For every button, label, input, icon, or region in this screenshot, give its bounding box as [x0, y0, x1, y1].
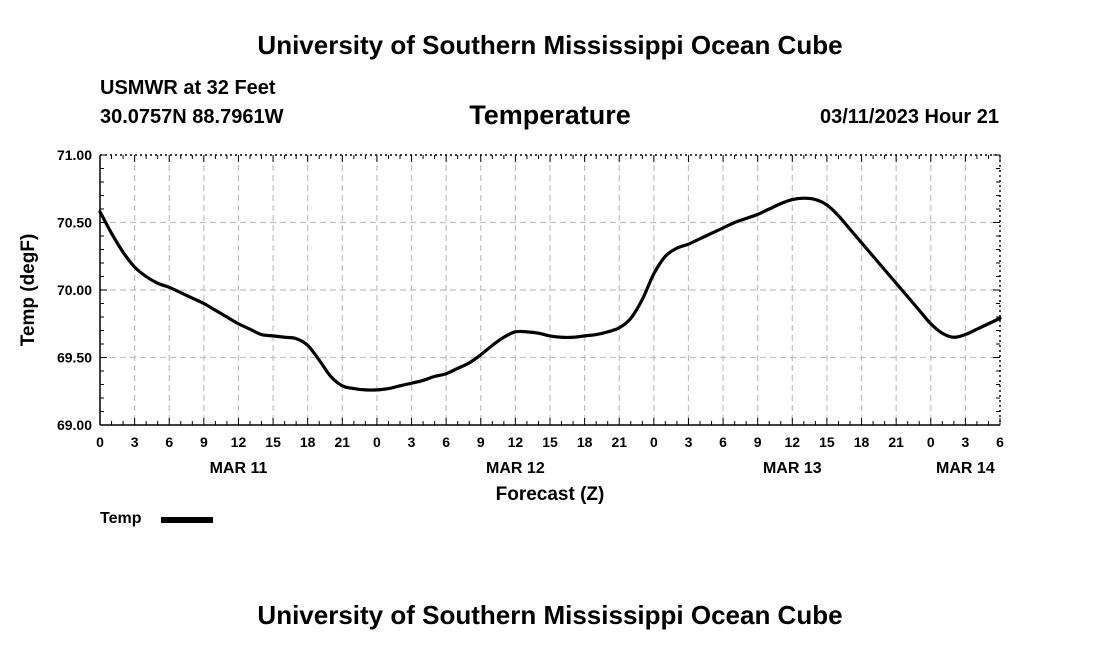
- station-label: USMWR at 32 Feet: [100, 77, 276, 99]
- chart-title: Temperature: [469, 100, 631, 130]
- y-tick-label: 70.00: [57, 282, 92, 298]
- x-tick-label: 6: [996, 434, 1004, 450]
- x-tick-label: 18: [854, 434, 870, 450]
- x-tick-label: 0: [373, 434, 381, 450]
- x-tick-label: 21: [335, 434, 351, 450]
- x-tick-label: 15: [542, 434, 558, 450]
- x-tick-label: 9: [754, 434, 762, 450]
- y-tick-label: 70.50: [57, 215, 92, 231]
- x-tick-label: 3: [685, 434, 693, 450]
- x-tick-label: 21: [611, 434, 627, 450]
- x-tick-label: 3: [961, 434, 969, 450]
- y-tick-label: 69.50: [57, 350, 92, 366]
- y-axis-title: Temp (degF): [18, 234, 39, 347]
- legend-label: Temp: [100, 510, 142, 527]
- x-tick-label: 3: [131, 434, 139, 450]
- date-label: MAR 14: [936, 460, 995, 477]
- x-tick-label: 18: [577, 434, 593, 450]
- x-tick-label: 12: [508, 434, 524, 450]
- date-label: MAR 12: [486, 460, 545, 477]
- station-coordinates: 30.0757N 88.7961W: [100, 106, 284, 128]
- legend-line-swatch: [161, 517, 213, 523]
- x-tick-label: 15: [819, 434, 835, 450]
- x-tick-label: 0: [650, 434, 658, 450]
- series-line-temp: [98, 196, 1002, 392]
- x-tick-label: 6: [442, 434, 450, 450]
- y-tick-label: 71.00: [57, 147, 92, 163]
- x-tick-label: 12: [231, 434, 247, 450]
- footer-title: University of Southern Mississippi Ocean…: [257, 600, 843, 630]
- x-tick-label: 0: [96, 434, 104, 450]
- date-label: MAR 11: [210, 460, 268, 477]
- x-tick-label: 12: [785, 434, 801, 450]
- x-tick-label: 9: [200, 434, 208, 450]
- issue-time: 03/11/2023 Hour 21: [819, 106, 999, 128]
- x-tick-label: 15: [265, 434, 281, 450]
- x-axis-title: Forecast (Z): [496, 484, 605, 505]
- y-tick-label: 69.00: [57, 417, 92, 433]
- x-tick-label: 9: [477, 434, 485, 450]
- x-tick-label: 0: [927, 434, 935, 450]
- x-tick-label: 6: [165, 434, 173, 450]
- x-tick-label: 6: [719, 434, 727, 450]
- date-label: MAR 13: [763, 460, 822, 477]
- page-title: University of Southern Mississippi Ocean…: [257, 30, 843, 60]
- x-tick-label: 3: [408, 434, 416, 450]
- x-tick-label: 18: [300, 434, 316, 450]
- x-tick-label: 21: [888, 434, 904, 450]
